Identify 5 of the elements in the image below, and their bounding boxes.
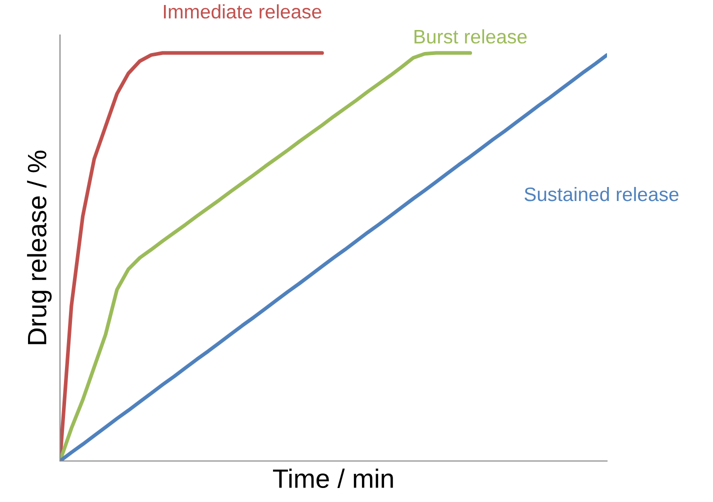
series-label: Burst release bbox=[414, 29, 527, 44]
series-label: Immediate release bbox=[164, 4, 322, 19]
text: Sustained release bbox=[524, 186, 678, 202]
y-axis-title: Drug release / % bbox=[27, 150, 52, 344]
x-axis-title: Time / min bbox=[273, 468, 393, 488]
